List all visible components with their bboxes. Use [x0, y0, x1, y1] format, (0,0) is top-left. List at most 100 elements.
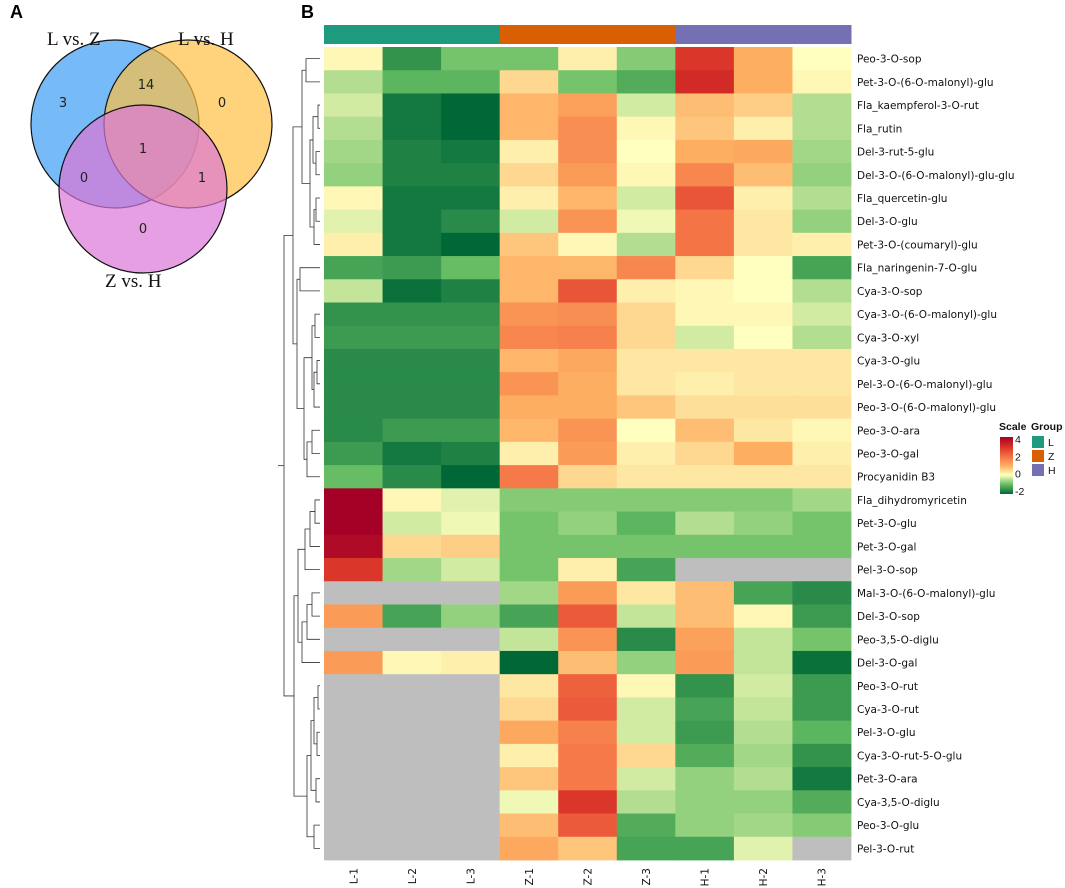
heatmap-cell [675, 116, 735, 141]
group-bar-cell [382, 25, 442, 44]
row-label: Del-3-O-(6-O-malonyl)-glu-glu [857, 170, 1015, 182]
heatmap-cell [499, 720, 559, 745]
heatmap-cell [616, 279, 676, 303]
heatmap-cell [324, 465, 383, 489]
heatmap-cell [382, 743, 442, 768]
heatmap-cell [441, 488, 501, 512]
column-label: H-3 [817, 868, 829, 886]
heatmap-cell [675, 279, 735, 303]
heatmap-cell [324, 534, 383, 559]
heatmap-cell [792, 372, 852, 396]
legend-scale-tick: 2 [1015, 451, 1021, 463]
heatmap-cell [499, 93, 559, 118]
dendrogram-branch [314, 499, 320, 524]
row-label: Mal-3-O-(6-O-malonyl)-glu [857, 588, 995, 600]
heatmap-cell [792, 650, 852, 675]
heatmap-cell [792, 697, 852, 722]
dendrogram-branch [293, 595, 307, 797]
heatmap-cell [499, 558, 559, 582]
heatmap-cell [382, 302, 442, 327]
heatmap-cell [558, 650, 618, 675]
heatmap-cell [499, 139, 559, 164]
heatmap-cell [675, 93, 735, 118]
heatmap-cell [499, 813, 559, 838]
heatmap-cell [382, 325, 442, 350]
heatmap-cell [441, 674, 501, 698]
heatmap-cell [733, 116, 793, 141]
heatmap-cell [499, 790, 559, 814]
row-labels: Peo-3-O-sop Pet-3-O-(6-O-malonyl)-glu Fla_… [857, 54, 1015, 856]
heatmap-cell [558, 604, 618, 629]
dendrogram-branch [316, 731, 320, 756]
row-label: Cya-3-O-sop [857, 286, 923, 298]
heatmap-cell [558, 279, 618, 303]
heatmap-cell [792, 395, 852, 420]
legend-group-label: L [1048, 437, 1054, 449]
dendrogram-branch [312, 116, 318, 164]
heatmap-cell [499, 116, 559, 141]
heatmap-cell [382, 767, 442, 791]
heatmap-cell [558, 139, 618, 164]
heatmap-cell [733, 302, 793, 327]
venn-count-lz-zh: 0 [80, 171, 88, 186]
heatmap-cell [616, 627, 676, 652]
heatmap-cell [324, 395, 383, 420]
heatmap-cell [792, 534, 852, 559]
group-bar-cell [558, 25, 618, 44]
dendrogram-branch [301, 621, 320, 663]
heatmap-cell [382, 418, 442, 443]
heatmap-cell [382, 372, 442, 396]
heatmap-cell [616, 47, 676, 71]
heatmap-cell [616, 395, 676, 420]
column-label: L-2 [407, 868, 419, 884]
heatmap-cell [792, 720, 852, 745]
heatmap-cell [558, 767, 618, 791]
heatmap-cell [733, 511, 793, 536]
legend-scale-ticks: 4 2 0 -2 [1015, 434, 1024, 498]
venn-count-only-lh: 0 [218, 96, 226, 111]
heatmap-cell [499, 395, 559, 420]
row-label: Peo-3,5-O-diglu [857, 634, 939, 646]
heatmap-cell [324, 790, 383, 814]
heatmap-cell [792, 441, 852, 466]
heatmap-cell [616, 743, 676, 768]
venn-label-zh: Z vs. H [105, 271, 162, 292]
heatmap-cell [792, 836, 852, 861]
heatmap-cell [558, 511, 618, 536]
heatmap-cell [441, 418, 501, 443]
heatmap-cell [324, 279, 383, 303]
heatmap-cell [558, 348, 618, 373]
heatmap-cell [558, 627, 618, 652]
legend-scale-title: Scale [999, 421, 1027, 433]
dendrogram-branch [317, 685, 320, 710]
row-label: Fla_rutin [857, 123, 902, 135]
legend-group-title: Group [1031, 421, 1063, 433]
heatmap-cell [441, 93, 501, 118]
heatmap-cell [499, 581, 559, 605]
heatmap-cell [382, 209, 442, 234]
heatmap-cell [792, 743, 852, 768]
heatmap-cell [616, 348, 676, 373]
venn-label-lz: L vs. Z [47, 29, 101, 50]
venn-count-only-lz: 3 [59, 96, 67, 111]
heatmap-cell [675, 790, 735, 814]
dendrogram-branch [283, 234, 294, 697]
heatmap-cell [382, 558, 442, 582]
heatmap-cell [733, 441, 793, 466]
heatmap-cell [324, 232, 383, 257]
group-bar-cell [792, 25, 852, 44]
row-label: Pet-3-O-gal [857, 541, 916, 553]
heatmap-cell [616, 186, 676, 210]
heatmap-cell [499, 209, 559, 234]
heatmap-cell [792, 790, 852, 814]
dendrogram-branch [297, 548, 305, 643]
heatmap-cell [382, 697, 442, 722]
heatmap-cell [792, 604, 852, 629]
heatmap-cell [499, 674, 559, 698]
heatmap-cell [499, 697, 559, 722]
heatmap-cell [616, 163, 676, 187]
heatmap-cell [558, 534, 618, 559]
row-label: Del-3-rut-5-glu [857, 147, 934, 159]
heatmap-cell [324, 813, 383, 838]
heatmap-cell [616, 256, 676, 280]
